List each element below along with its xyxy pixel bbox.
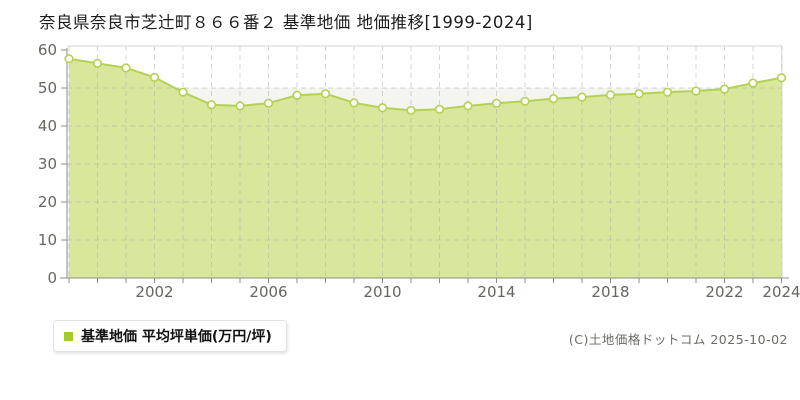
x-tick-label: 2006 [249,283,287,301]
data-point-marker[interactable] [92,58,103,68]
x-tick-label: 2024 [762,283,800,301]
y-tick-label: 30 [38,155,57,173]
data-point-marker[interactable] [748,78,758,88]
data-point-marker[interactable] [548,94,559,104]
y-tick-label: 0 [47,269,57,287]
y-tick-label: 50 [38,79,57,97]
data-point-marker[interactable] [349,98,359,108]
data-point-marker[interactable] [149,72,160,82]
price-trend-plot: 0 10 20 30 40 50 60 2002 2006 2010 2014 2018 2022 202… [38,41,800,301]
data-point-marker[interactable] [662,87,673,97]
data-point-marker[interactable] [292,90,302,100]
data-point-marker[interactable] [320,89,331,99]
legend-marker-icon [64,331,73,341]
data-point-marker[interactable] [434,104,445,114]
data-point-marker[interactable] [178,87,188,97]
data-point-marker[interactable] [235,101,245,111]
data-point-marker[interactable] [206,100,217,110]
data-point-marker[interactable] [634,89,644,99]
data-point-marker[interactable] [691,86,701,96]
data-point-marker[interactable] [263,98,274,108]
data-point-marker[interactable] [406,105,416,116]
data-point-marker[interactable] [491,98,502,108]
x-tick-label: 2014 [477,283,515,301]
x-tick-label: 2018 [591,283,629,301]
chart-title: 奈良県奈良市芝辻町８６６番２ 基準地価 地価推移[1999-2024] [39,13,533,32]
y-tick-label: 10 [38,231,57,249]
data-point-marker[interactable] [577,92,587,102]
y-tick-label: 60 [38,41,57,59]
data-point-marker[interactable] [520,96,530,106]
legend: 基準地価 平均坪単価(万円/坪) [53,320,287,352]
data-point-marker[interactable] [605,90,616,100]
data-point-marker[interactable] [463,101,473,111]
legend-label: 基準地価 平均坪単価(万円/坪) [81,329,272,345]
data-point-marker[interactable] [121,63,131,73]
copyright-text: (C)土地価格ドットコム 2025-10-02 [568,332,788,347]
y-tick-label: 20 [38,193,57,211]
x-tick-label: 2010 [363,283,401,301]
x-tick-label: 2022 [705,283,743,301]
x-tick-label: 2002 [135,283,173,301]
data-point-marker[interactable] [776,73,787,83]
data-point-marker[interactable] [719,84,730,94]
y-tick-label: 40 [38,117,57,135]
data-point-marker[interactable] [64,54,74,64]
price-line [68,57,783,112]
price-area [69,58,782,278]
data-point-marker[interactable] [377,103,388,113]
